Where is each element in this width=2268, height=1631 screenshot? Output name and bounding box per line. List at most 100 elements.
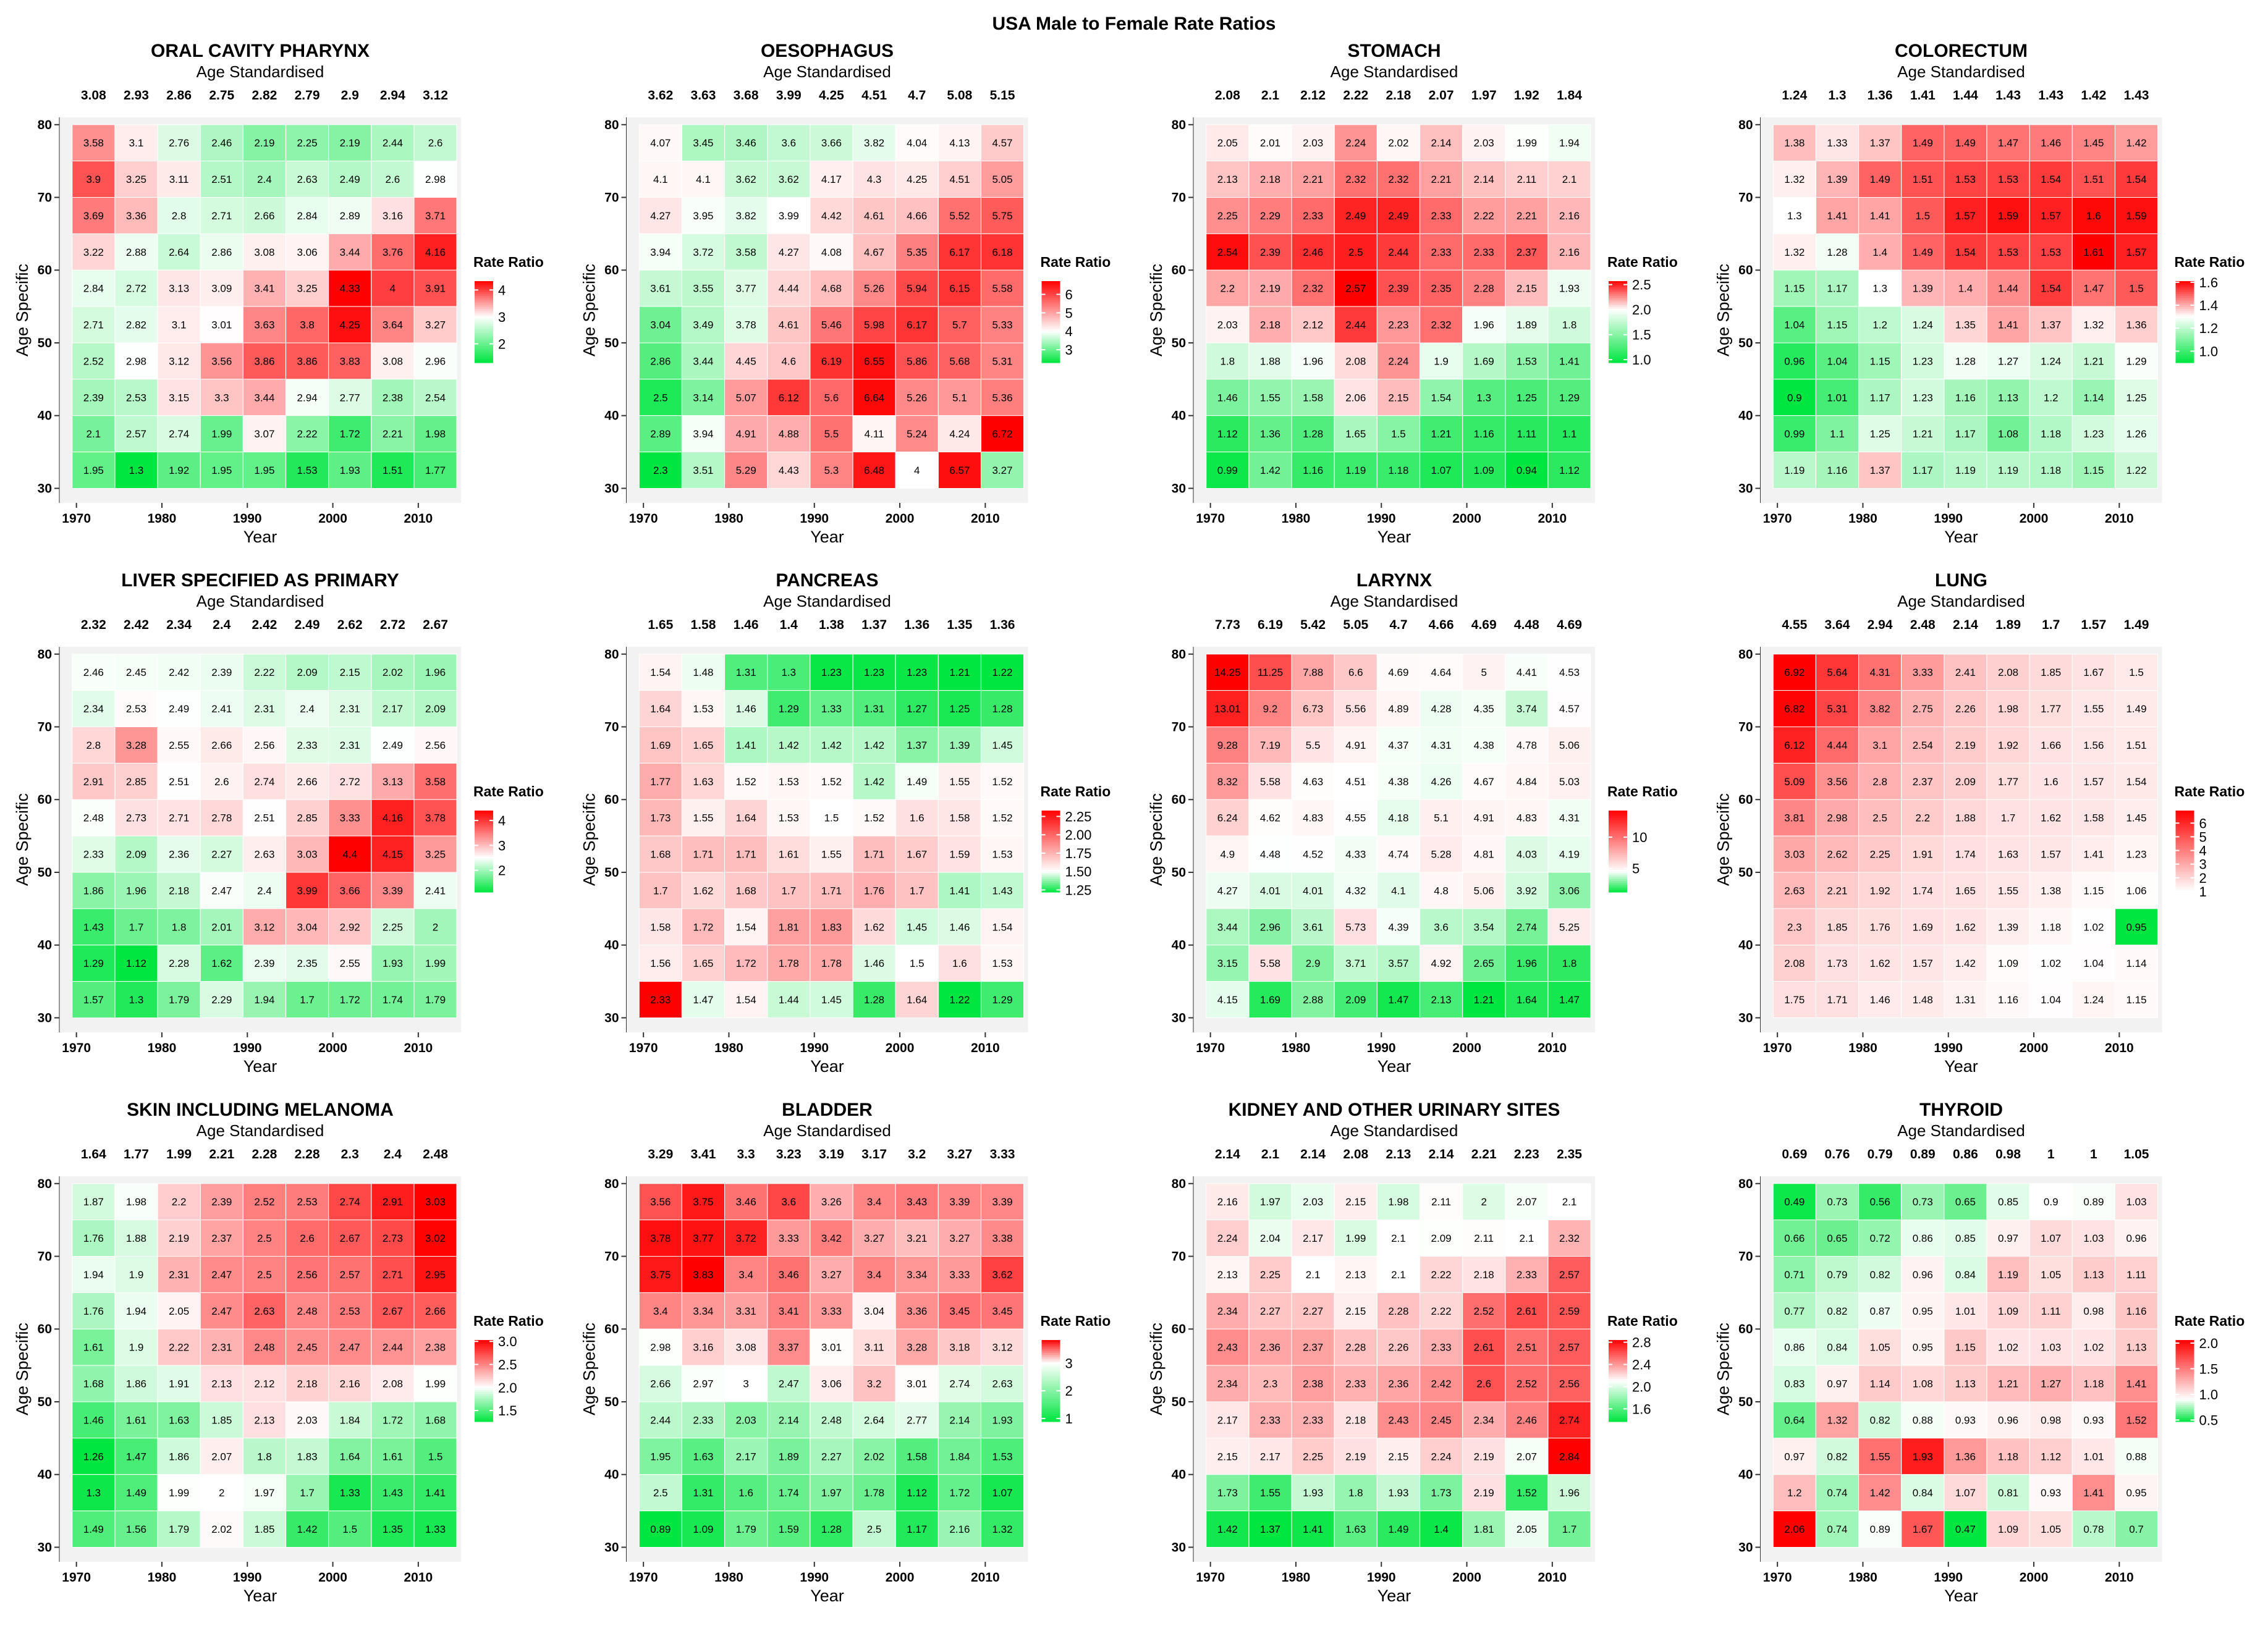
cell-value-label: 3.2 [867,1378,882,1390]
cell-value-label: 2.74 [169,428,189,440]
legend-color-step [2175,342,2194,345]
cell-value-label: 2.88 [1303,994,1323,1006]
cell-value-label: 3.06 [297,247,318,258]
y-tick-label: 80 [1738,118,1753,132]
legend-color-step [2175,1397,2194,1400]
y-tick-label: 30 [1172,1540,1186,1554]
cell-value-label: 1.17 [1870,392,1890,403]
cell-value-label: 0.7 [2129,1524,2144,1535]
cell-value-label: 1.73 [650,812,671,824]
cell-value-label: 3.46 [779,1269,799,1281]
cell-value-label: 2.18 [297,1378,318,1390]
legend-color-step [1609,1397,1627,1400]
legend-color-step [475,857,493,859]
cell-value-label: 2.74 [340,1196,360,1208]
cell-value-label: 2.22 [169,1342,189,1354]
cell-value-label: 2.37 [211,1233,232,1244]
cell-value-label: 3.02 [425,1233,446,1244]
cell-value-label: 0.89 [650,1524,671,1535]
cell-value-label: 1.22 [949,994,970,1006]
legend-color-step [1609,883,1627,885]
heatmap-cell [1858,1220,1902,1257]
legend-tick-label: 3.0 [498,1334,517,1349]
age-standardised-value: 1.3 [1828,88,1846,103]
cell-value-label: 1.73 [1431,1487,1452,1499]
cell-value-label: 3.08 [736,1342,756,1354]
cell-value-label: 1.14 [2083,392,2104,403]
cell-value-label: 2.07 [1517,1451,1537,1462]
cell-value-label: 3.25 [126,174,146,185]
legend-color-step [475,1392,493,1394]
legend-tick-label: 2 [498,863,506,879]
cell-value-label: 3.86 [297,355,318,367]
heatmap-cell [724,379,768,416]
legend-color-step [1041,289,1060,291]
cell-value-label: 3.4 [867,1269,882,1281]
heatmap-cell [1248,197,1292,234]
cell-value-label: 4.3 [867,174,882,185]
cell-value-label: 4.28 [1431,703,1452,715]
cell-value-label: 2.85 [297,812,318,824]
heatmap-cell [114,415,158,453]
heatmap-cell [1901,233,1945,271]
cell-value-label: 5.6 [824,392,839,403]
legend-tick-label: 3 [1065,342,1073,358]
cell-value-label: 4 [914,465,920,476]
heatmap-cell [682,1220,725,1257]
cell-value-label: 1.55 [949,776,970,788]
heatmap-cell [1858,727,1902,764]
legend-color-step [475,1396,493,1398]
cell-value-label: 1.55 [693,812,713,824]
heatmap-cell [1334,342,1377,380]
legend-color-step [1609,359,1627,361]
legend-color-step [475,1401,493,1404]
heatmap-cell [682,269,725,307]
legend-color-step [1041,848,1060,850]
heatmap-cell [200,233,243,271]
legend-color-step [1609,290,1627,293]
legend-tick-label: 2.0 [498,1380,517,1396]
legend-color-step [1041,846,1060,848]
cell-value-label: 0.99 [1217,465,1238,476]
heatmap-cell [1986,945,2030,982]
cell-value-label: 2.37 [1913,776,1933,788]
cell-value-label: 2.53 [340,1305,360,1317]
cell-value-label: 2.05 [169,1305,189,1317]
y-axis-label: Age Specific [1714,1323,1733,1415]
legend-tick-label: 2.5 [1632,277,1651,293]
legend-color-step [1609,1414,1627,1417]
heatmap-cell [767,161,811,198]
legend-tick-label: 3 [498,310,506,325]
cell-value-label: 5.33 [992,319,1012,331]
cell-value-label: 1.47 [693,994,713,1006]
cell-value-label: 3.77 [736,283,756,295]
heatmap-cell [371,379,415,416]
legend-color-step [2175,879,2194,882]
heatmap-cell [371,233,415,271]
cell-value-label: 1.53 [1517,355,1537,367]
x-tick-label: 1970 [1763,512,1792,526]
cell-value-label: 2.64 [169,247,189,258]
legend-color-step [2175,816,2194,819]
heatmap-cell [1291,1474,1335,1512]
legend-color-step [1609,849,1627,852]
cell-value-label: 2.8 [1872,776,1887,788]
age-standardised-value: 3.63 [691,88,716,103]
legend-color-step [1609,1412,1627,1415]
cell-value-label: 1.3 [1787,210,1802,222]
cell-value-label: 1.54 [736,994,756,1006]
cell-value-label: 3.55 [693,283,713,295]
cell-value-label: 1.79 [169,994,189,1006]
cell-value-label: 2.05 [1217,137,1238,149]
cell-value-label: 0.85 [1955,1233,1976,1244]
heatmap-cell [724,342,768,380]
legend-color-step [1041,335,1060,337]
cell-value-label: 5.29 [736,465,756,476]
legend-color-step [1609,816,1627,819]
cell-value-label: 2.06 [1784,1524,1805,1535]
cell-value-label: 2.77 [907,1414,927,1426]
legend-color-step [2175,881,2194,883]
heatmap-cell [1772,690,1816,728]
heatmap-cell [895,690,939,728]
